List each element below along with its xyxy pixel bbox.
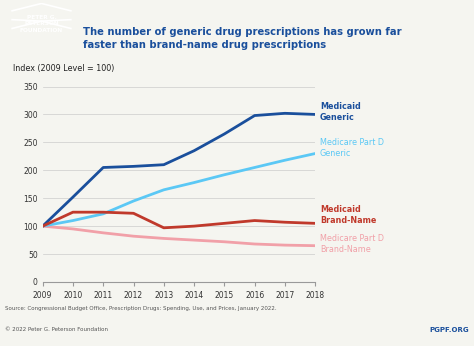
Text: PETER G.
PETERSON
FOUNDATION: PETER G. PETERSON FOUNDATION [20, 15, 63, 33]
Text: The number of generic drug prescriptions has grown far
faster than brand-name dr: The number of generic drug prescriptions… [83, 27, 401, 50]
Text: Medicare Part D
Generic: Medicare Part D Generic [320, 138, 384, 158]
Text: © 2022 Peter G. Peterson Foundation: © 2022 Peter G. Peterson Foundation [5, 327, 108, 332]
Text: Medicare Part D
Brand-Name: Medicare Part D Brand-Name [320, 234, 384, 254]
Text: Source: Congressional Budget Office, Prescription Drugs: Spending, Use, and Pric: Source: Congressional Budget Office, Pre… [5, 306, 276, 311]
Text: PGPF.ORG: PGPF.ORG [429, 327, 469, 333]
Text: Index (2009 Level = 100): Index (2009 Level = 100) [13, 64, 114, 73]
Text: Medicaid
Brand-Name: Medicaid Brand-Name [320, 205, 376, 225]
Text: Medicaid
Generic: Medicaid Generic [320, 102, 361, 122]
